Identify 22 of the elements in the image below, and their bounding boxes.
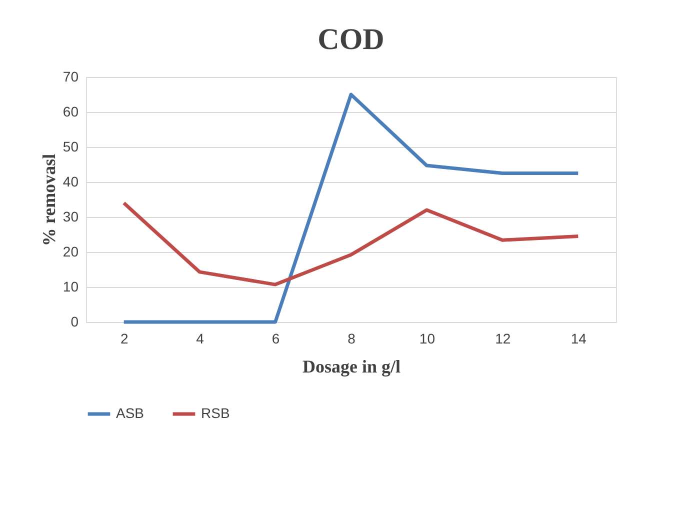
y-tick-label: 50 (62, 138, 79, 154)
x-tick-label: 10 (419, 330, 436, 346)
y-tick-label: 10 (62, 278, 79, 294)
y-tick-label: 40 (62, 174, 79, 190)
x-tick-label: 4 (196, 330, 204, 346)
x-tick-label: 6 (272, 330, 280, 346)
chart-title: COD (318, 23, 384, 56)
line-series (122, 92, 580, 324)
x-tick-label: 8 (348, 330, 356, 346)
y-axis-title: % removasl (38, 154, 59, 246)
x-tick-label: 2 (120, 330, 128, 346)
y-tick-label: 30 (62, 208, 79, 224)
legend-label: RSB (201, 405, 230, 421)
legend-label: ASB (116, 405, 144, 421)
x-axis-title: Dosage in g/l (302, 356, 401, 376)
x-tick-label: 14 (570, 330, 587, 346)
x-tick-label: 12 (495, 330, 511, 346)
y-tick-label: 20 (62, 244, 79, 260)
line-series (122, 201, 580, 286)
y-tick-label: 0 (70, 314, 79, 330)
y-tick-label: 60 (62, 104, 79, 120)
y-tick-label: 70 (62, 68, 79, 84)
